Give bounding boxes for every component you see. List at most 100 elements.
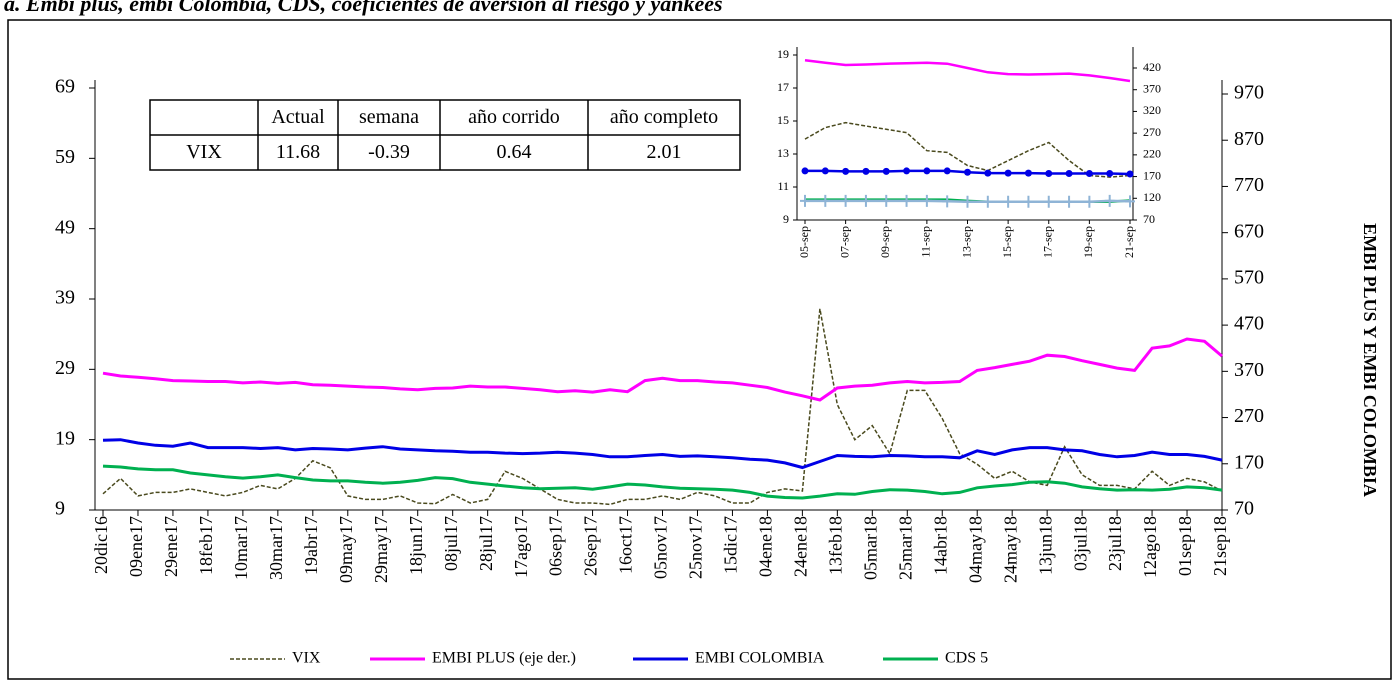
x-tick-label: 23jul18	[1105, 516, 1125, 571]
point	[962, 195, 973, 208]
point	[1106, 170, 1114, 178]
y2-tick-label: 370	[1234, 359, 1264, 381]
point	[860, 194, 871, 207]
point	[1045, 170, 1053, 178]
point	[982, 195, 993, 208]
point	[1024, 169, 1032, 177]
series-line	[804, 58, 1131, 83]
table-header: Actual	[271, 106, 325, 128]
x-tick-label: 16oct17	[616, 516, 636, 574]
point	[984, 169, 992, 177]
y-tick-label: 9	[783, 212, 789, 226]
point	[1085, 170, 1093, 178]
x-tick-label: 15-sep	[1000, 226, 1014, 258]
y2-tick-label: 970	[1234, 82, 1264, 104]
x-tick-label: 09may17	[336, 516, 356, 583]
series-line	[102, 438, 1223, 470]
point	[1125, 195, 1135, 208]
x-tick-label: 19abr17	[301, 516, 321, 575]
point	[923, 167, 931, 175]
x-tick-label: 14abr18	[930, 516, 950, 575]
point	[1065, 170, 1073, 178]
x-tick-label: 15dic17	[721, 516, 741, 574]
x-tick-label: 04may18	[965, 516, 985, 583]
x-tick-label: 18jun17	[406, 516, 426, 575]
point	[842, 167, 850, 175]
point	[1004, 169, 1012, 177]
table-cell: -0.39	[368, 141, 410, 163]
x-tick-label: 17ago17	[511, 516, 531, 578]
point	[1043, 195, 1054, 208]
x-tick-label: 26sep17	[581, 516, 601, 576]
x-tick-label: 13jun18	[1035, 516, 1055, 575]
point	[1084, 195, 1095, 208]
y-tick-label: 11	[777, 179, 789, 193]
x-tick-label: 20dic16	[91, 516, 111, 574]
point	[1126, 170, 1134, 178]
y-tick-label: 29	[55, 357, 75, 379]
y-tick-label: 9	[55, 498, 65, 520]
y2-tick-label: 70	[1234, 498, 1254, 520]
point	[1104, 194, 1115, 207]
point	[820, 194, 831, 207]
point	[882, 167, 890, 175]
x-tick-label: 25nov17	[686, 516, 706, 579]
point	[964, 168, 971, 176]
y2-tick-label: 570	[1234, 266, 1264, 288]
x-tick-label: 05-sep	[797, 226, 811, 258]
x-tick-label: 07-sep	[837, 226, 851, 258]
x-tick-label: 09ene17	[126, 516, 146, 577]
chart-title: a. Embi plus, embi Colombia, CDS, coefic…	[4, 0, 723, 16]
table-header: año completo	[610, 106, 718, 128]
y2-tick-label: 70	[1143, 212, 1155, 226]
table-cell: 0.64	[497, 141, 532, 163]
y-tick-label: 19	[55, 427, 75, 449]
y2-tick-label: 470	[1234, 313, 1264, 335]
point	[821, 167, 829, 175]
x-tick-label: 18feb17	[196, 516, 216, 575]
x-tick-label: 30mar17	[266, 516, 286, 580]
x-tick-label: 29may17	[371, 516, 391, 583]
series-line	[804, 121, 1131, 178]
y-tick-label: 49	[55, 216, 75, 238]
y2-tick-label: 670	[1234, 220, 1264, 242]
point	[840, 194, 851, 207]
x-tick-label: 12ago18	[1140, 516, 1160, 578]
x-tick-label: 05mar18	[860, 516, 880, 580]
point	[1023, 195, 1034, 208]
y-tick-label: 59	[55, 146, 75, 168]
point	[921, 194, 932, 207]
point	[1064, 195, 1075, 208]
y2-tick-label: 370	[1143, 81, 1161, 95]
y2-tick-label: 120	[1143, 190, 1161, 204]
x-tick-label: 08jul17	[441, 516, 461, 571]
point	[1003, 195, 1014, 208]
x-tick-label: 19-sep	[1081, 226, 1095, 258]
point	[881, 194, 892, 207]
table-header: año corrido	[468, 106, 560, 128]
x-tick-label: 13-sep	[959, 226, 973, 258]
y-tick-label: 39	[55, 287, 75, 309]
legend-label: EMBI PLUS (eje der.)	[432, 650, 576, 667]
legend-label: CDS 5	[945, 650, 988, 667]
x-tick-label: 05nov17	[651, 516, 671, 579]
x-tick-label: 03jul18	[1070, 516, 1090, 571]
legend-label: EMBI COLOMBIA	[695, 650, 825, 667]
legend-label: VIX	[292, 650, 321, 667]
table-cell: 11.68	[276, 141, 320, 163]
series-line	[102, 337, 1223, 402]
y-tick-label: 15	[777, 113, 789, 127]
y-tick-label: 69	[55, 76, 75, 98]
series-line	[102, 464, 1223, 500]
x-tick-label: 06sep17	[546, 516, 566, 576]
y2-tick-label: 420	[1143, 60, 1161, 74]
y2-tick-label: 220	[1143, 147, 1161, 161]
frame	[7, 19, 1392, 680]
y2-tick-label: 870	[1234, 128, 1264, 150]
point	[901, 194, 912, 207]
y-tick-label: 17	[777, 80, 789, 94]
table-cell: 2.01	[647, 141, 682, 163]
point	[942, 195, 953, 208]
